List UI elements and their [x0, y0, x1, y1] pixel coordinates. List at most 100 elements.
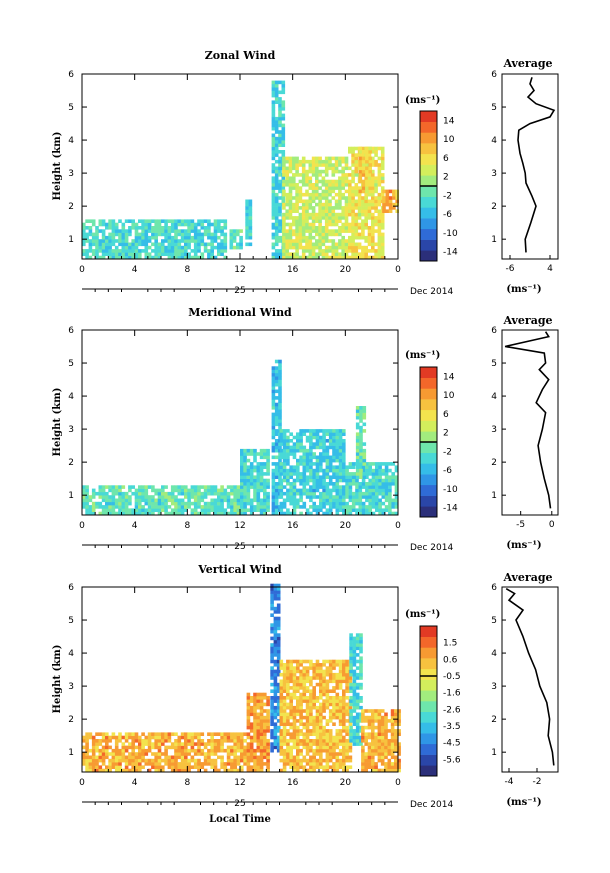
heatmap-cell — [118, 495, 122, 499]
heatmap-cell — [368, 183, 372, 187]
colorbar-segment — [420, 143, 437, 155]
heatmap-cell — [286, 686, 290, 690]
heatmap-cell — [187, 232, 191, 237]
heatmap-cell — [292, 166, 296, 171]
heatmap-cell — [286, 696, 290, 700]
heatmap-cell — [308, 235, 313, 240]
heatmap-cell — [243, 491, 247, 496]
heatmap-cell — [233, 768, 237, 773]
heatmap-cell — [271, 209, 276, 213]
heatmap-cell — [270, 672, 274, 677]
heatmap-cell — [309, 485, 313, 489]
heatmap-cell — [332, 742, 336, 746]
heatmap-cell — [371, 202, 375, 207]
heatmap-cell — [361, 189, 366, 194]
heatmap-cell — [305, 222, 309, 227]
heatmap-cell — [361, 209, 365, 213]
heatmap-cell — [349, 653, 353, 657]
heatmap-cell — [351, 146, 355, 151]
heatmap-cell — [345, 719, 349, 723]
heatmap-cell — [348, 242, 352, 247]
heatmap-cell — [271, 495, 276, 499]
heatmap-cell — [301, 192, 306, 197]
heatmap-cell — [193, 255, 198, 260]
heatmap-cell — [348, 239, 352, 243]
heatmap-cell — [197, 235, 201, 240]
heatmap-cell — [253, 692, 257, 697]
heatmap-cell — [331, 183, 336, 187]
heatmap-cell — [233, 498, 237, 503]
heatmap-cell — [157, 498, 162, 503]
heatmap-cell — [311, 226, 316, 230]
heatmap-cell — [292, 216, 296, 220]
heatmap-cell — [256, 498, 261, 503]
heatmap-cell — [101, 755, 106, 760]
heatmap-cell — [332, 495, 336, 499]
heatmap-cell — [388, 202, 393, 207]
heatmap-cell — [365, 183, 369, 187]
heatmap-cell — [240, 485, 244, 489]
heatmap-cell — [118, 739, 122, 743]
heatmap-cell — [276, 610, 281, 614]
heatmap-cell — [312, 452, 316, 456]
heatmap-cell — [299, 495, 303, 499]
heatmap-cell — [266, 501, 270, 506]
heatmap-cell — [282, 192, 286, 197]
heatmap-cell — [118, 491, 122, 496]
heatmap-cell — [114, 229, 119, 233]
heatmap-cell — [352, 732, 357, 736]
heatmap-cell — [315, 765, 320, 769]
heatmap-cell — [111, 765, 116, 769]
heatmap-cell — [203, 742, 208, 746]
heatmap-cell — [364, 735, 368, 740]
heatmap-cell — [124, 255, 129, 260]
heatmap-cell — [273, 643, 278, 647]
heatmap-cell — [177, 245, 182, 250]
heatmap-cell — [315, 748, 320, 753]
heatmap-cell — [101, 745, 106, 750]
heatmap-cell — [223, 735, 228, 740]
heatmap-cell — [273, 699, 278, 703]
heatmap-cell — [334, 242, 339, 247]
heatmap-cell — [309, 765, 313, 769]
heatmap-cell — [288, 212, 293, 217]
colorbar-segment — [420, 463, 437, 475]
heatmap-cell — [324, 229, 329, 233]
heatmap-cell — [88, 758, 93, 763]
heatmap-cell — [319, 669, 323, 674]
heatmap-cell — [279, 712, 284, 717]
heatmap-cell — [335, 452, 340, 456]
heatmap-cell — [332, 768, 336, 773]
heatmap-cell — [111, 252, 116, 256]
heatmap-cell — [101, 752, 106, 756]
heatmap-cell — [270, 656, 274, 660]
heatmap-cell — [108, 752, 112, 756]
heatmap-cell — [246, 765, 251, 769]
heatmap-cell — [271, 396, 276, 400]
heatmap-cell — [345, 501, 349, 506]
heatmap-cell — [108, 758, 112, 763]
heatmap-cell — [134, 508, 139, 512]
heatmap-cell — [397, 752, 401, 756]
heatmap-cell — [338, 435, 343, 440]
heatmap-cell — [174, 498, 178, 503]
heatmap-cell — [270, 705, 274, 710]
heatmap-cell — [108, 219, 112, 223]
heatmap-cell — [352, 639, 357, 644]
heatmap-cell — [309, 689, 313, 693]
heatmap-cell — [354, 192, 359, 197]
heatmap-cell — [95, 249, 99, 253]
heatmap-cell — [101, 242, 106, 247]
heatmap-cell — [279, 702, 284, 707]
heatmap-cell — [319, 501, 323, 506]
heatmap-cell — [105, 235, 109, 240]
heatmap-cell — [312, 442, 316, 446]
zonal-wind-heatmap — [82, 80, 399, 260]
heatmap-cell — [322, 745, 326, 750]
heatmap-cell — [108, 745, 112, 750]
heatmap-cell — [359, 735, 363, 740]
heatmap-cell — [246, 762, 251, 766]
heatmap-cell — [239, 245, 243, 250]
heatmap-cell — [213, 498, 218, 503]
heatmap-cell — [374, 209, 378, 213]
